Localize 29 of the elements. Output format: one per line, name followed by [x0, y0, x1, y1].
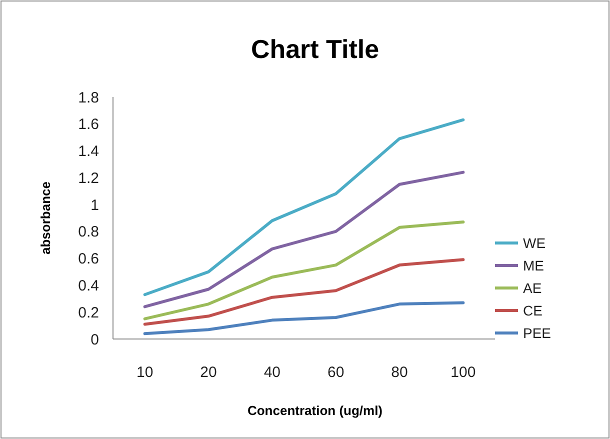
x-tick-label: 10	[136, 364, 154, 381]
line-series	[143, 220, 465, 320]
x-tick-label: 40	[264, 364, 281, 381]
legend-label: ME	[523, 257, 544, 274]
y-tick-label: 0.2	[78, 304, 99, 322]
legend-label: CE	[523, 302, 542, 318]
y-tick-label: 0	[90, 331, 99, 348]
y-tick-label: 1.2	[78, 170, 99, 187]
x-tick-label: 60	[327, 364, 344, 381]
line-series	[143, 170, 465, 308]
y-axis-title: absorbance	[38, 182, 53, 254]
x-axis-title: Concentration (ug/ml)	[247, 403, 383, 418]
line-series	[143, 118, 465, 296]
y-tick-label: 0.4	[78, 277, 99, 294]
line-series	[143, 258, 465, 326]
y-tick-label: 1.8	[78, 89, 99, 106]
y-tick-label: 1	[90, 196, 99, 214]
legend-label: AE	[523, 280, 542, 296]
x-tick-label: 80	[391, 364, 408, 381]
x-tick-label: 100	[450, 364, 476, 381]
line-series	[143, 301, 465, 336]
x-tick-label: 20	[200, 364, 217, 381]
legend-label: WE	[523, 234, 546, 251]
y-tick-label: 1.6	[78, 116, 99, 134]
y-tick-label: 0.6	[78, 250, 99, 268]
legend-label: PEE	[523, 324, 552, 341]
y-tick-label: 0.8	[78, 224, 99, 241]
chart-title: Chart Title	[250, 34, 380, 64]
y-tick-label: 1.4	[78, 143, 99, 160]
